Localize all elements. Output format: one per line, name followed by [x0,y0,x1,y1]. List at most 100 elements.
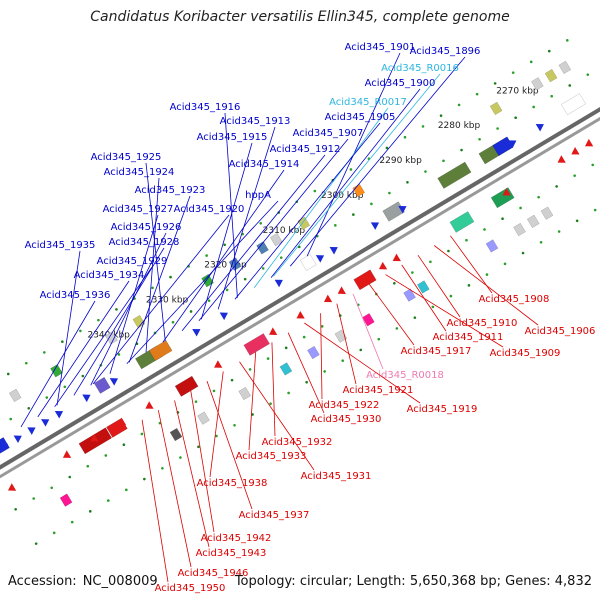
forward-gene-label: Acid345_1936 [40,290,111,301]
track-dot [34,542,38,545]
kbp-tick-label: 2330 kbp [146,295,189,305]
track-dot [555,185,558,188]
track-dot [24,361,28,365]
reverse-gene-label: Acid345_1946 [178,568,249,579]
leader-line [141,419,169,583]
reverse-gene-label: Acid345_1950 [155,583,226,594]
track-dot [189,310,193,313]
forward-gene-arrow [398,205,407,214]
track-dot [460,148,463,152]
outer-feature [334,329,348,343]
leader-line [209,371,224,478]
forward-gene-arrow [41,419,50,427]
leader-line [190,390,215,533]
accession-value: NC_008009 [82,574,158,589]
track-dot [388,191,391,195]
leader-line [20,300,96,428]
backbone-layer: 2270 kbp 2280 kbp 2290 kbp 2300 kbp 2310 kbp… [0,39,600,545]
reverse-gene-arrow [90,434,99,442]
track-dot [61,340,64,343]
forward-gene-label: Acid345_1896 [410,46,481,57]
reverse-gene-label: Acid345_R0018 [366,370,444,381]
track-dot [161,466,164,470]
track-dot [140,432,144,436]
track-dot [104,454,108,457]
leader-line [217,126,276,310]
reverse-gene-arrow [571,147,580,155]
forward-gene-arrow [315,255,325,263]
leader-line [304,322,421,404]
forward-gene-arrow [82,394,91,403]
leader-line [174,400,210,548]
reverse-gene-arrow [145,401,154,409]
leader-line [128,195,191,363]
forward-gene-label: hppA [245,190,271,201]
forward-gene-label: Acid345_1920 [174,204,245,215]
forward-gene-label: Acid345_R0017 [329,97,407,108]
forward-gene-box [299,254,317,271]
leader-line [248,352,257,451]
leader-line [253,107,389,288]
forward-gene-label: Acid345_1925 [91,152,162,163]
track-dot [212,389,216,393]
track-dot [115,308,118,311]
track-dot [568,84,572,87]
track-dot [424,170,427,173]
track-dot [467,284,471,287]
track-dot [79,329,82,333]
leader-line [270,88,421,278]
leader-line [145,177,160,353]
track-dot [385,146,389,150]
track-dot [52,531,56,535]
track-dot [122,443,126,447]
leader-line [73,247,165,396]
track-dot [207,299,211,302]
outer-feature [485,239,499,253]
reverse-gene-label: Acid345_1942 [201,533,272,544]
reverse-gene-label: Acid345_1937 [239,510,310,521]
track-dot [439,114,443,117]
track-dot [393,281,396,285]
reverse-gene-arrow [557,155,566,163]
track-dot [349,168,353,171]
track-dot [532,105,535,109]
track-dot [493,82,497,85]
outer-feature [489,101,503,116]
outer-feature [297,216,311,230]
track-dot [43,351,46,354]
leader-line [320,313,323,400]
track-dot [223,243,226,247]
track-dot [586,73,590,76]
reverse-gene-arrow [392,253,401,262]
reverse-gene-arrow [378,261,388,270]
forward-gene-label: Acid345_1905 [325,112,396,123]
forward-gene-label: Acid345_1935 [25,240,96,251]
forward-gene-label: Acid345_1915 [197,132,268,143]
leader-line [336,303,357,385]
forward-gene-arrow [219,312,228,321]
track-dot [9,417,13,421]
backbone-line [0,116,600,479]
track-dot [395,327,399,330]
track-dot [284,346,288,350]
reverse-gene-label: Acid345_1933 [236,451,307,462]
leader-line [385,274,504,348]
reverse-gene-label: Acid345_1919 [407,404,478,415]
outer-feature [416,280,430,294]
forward-gene-label: Acid345_1916 [170,102,241,113]
outer-feature [8,388,22,403]
forward-gene-arrow [109,378,119,386]
forward-gene-box [148,340,173,362]
reverse-gene-label: Acid345_1922 [309,400,380,411]
forward-gene-label: Acid345_1907 [293,128,364,139]
track-dot [50,486,54,490]
track-dot [14,507,17,511]
track-dot [63,385,67,389]
reverse-gene-box [174,375,199,397]
reverse-gene-label: Acid345_1938 [197,478,268,489]
forward-gene-label: Acid345_1923 [135,185,206,196]
track-dot [557,230,561,233]
outer-feature [362,313,375,327]
kbp-tick-label: 2280 kbp [438,121,481,131]
